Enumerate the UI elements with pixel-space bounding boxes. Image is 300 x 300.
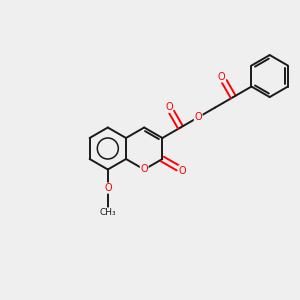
Text: O: O — [165, 102, 173, 112]
Text: O: O — [140, 164, 148, 175]
Text: O: O — [194, 112, 202, 122]
Text: O: O — [179, 166, 187, 176]
Text: O: O — [104, 183, 112, 193]
Text: O: O — [218, 72, 225, 82]
Text: CH₃: CH₃ — [100, 208, 116, 217]
